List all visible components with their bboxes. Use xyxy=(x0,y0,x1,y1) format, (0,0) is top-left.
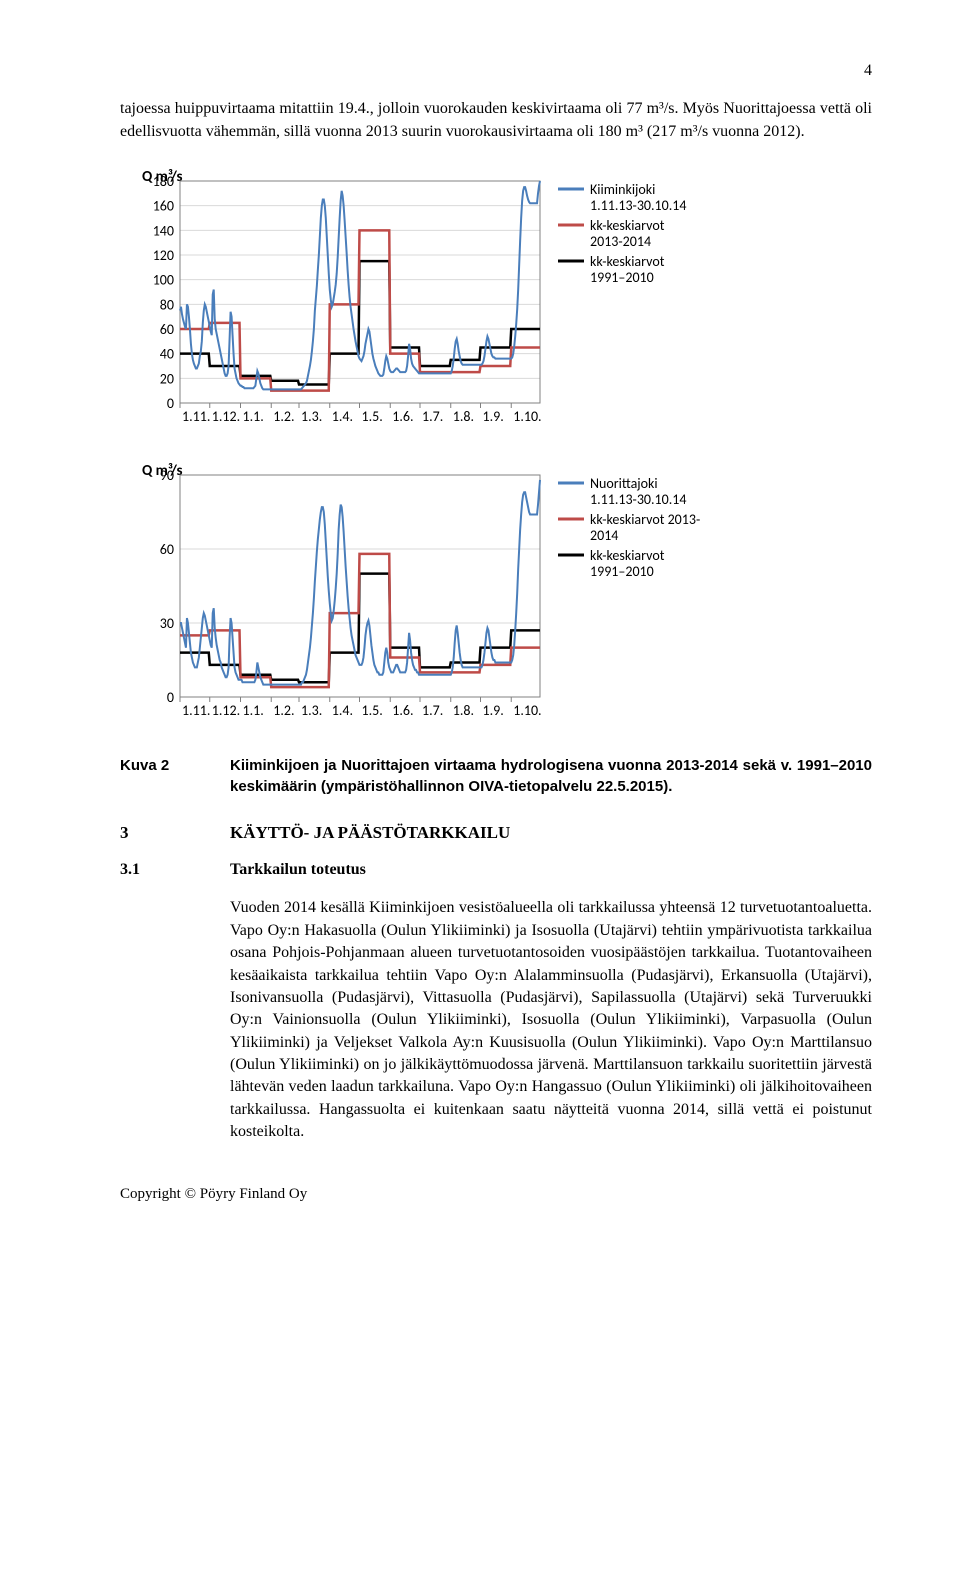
chart-kiiminkijoki: 020406080100120140160180Q m³/s1.11.1.12.… xyxy=(120,167,872,437)
svg-text:1.11.: 1.11. xyxy=(182,408,210,425)
svg-text:1.12.: 1.12. xyxy=(212,702,240,719)
svg-text:1.1.: 1.1. xyxy=(242,408,263,425)
svg-text:1.6.: 1.6. xyxy=(392,702,413,719)
svg-text:30: 30 xyxy=(160,615,174,632)
svg-text:1.12.: 1.12. xyxy=(212,408,240,425)
svg-text:Q m³/s: Q m³/s xyxy=(142,168,182,186)
body-paragraph: Vuoden 2014 kesällä Kiiminkijoen vesistö… xyxy=(230,897,872,1143)
svg-text:1.11.: 1.11. xyxy=(182,702,210,719)
svg-text:Q m³/s: Q m³/s xyxy=(142,462,182,480)
copyright: Copyright © Pöyry Finland Oy xyxy=(120,1184,872,1205)
page-number: 4 xyxy=(120,60,872,82)
svg-text:1.8.: 1.8. xyxy=(453,408,474,425)
svg-text:1.11.13-30.10.14: 1.11.13-30.10.14 xyxy=(590,491,686,508)
svg-text:1.4.: 1.4. xyxy=(332,702,353,719)
svg-text:40: 40 xyxy=(160,346,174,363)
svg-text:1.6.: 1.6. xyxy=(392,408,413,425)
heading-3-1-number: 3.1 xyxy=(120,859,230,881)
svg-text:1.7.: 1.7. xyxy=(422,702,443,719)
svg-text:0: 0 xyxy=(167,689,174,706)
svg-text:1.7.: 1.7. xyxy=(422,408,443,425)
svg-text:kk-keskiarvot: kk-keskiarvot xyxy=(590,253,665,270)
svg-text:80: 80 xyxy=(160,297,174,314)
svg-text:20: 20 xyxy=(160,371,174,388)
figure-caption: Kiiminkijoen ja Nuorittajoen virtaama hy… xyxy=(230,755,872,797)
svg-text:100: 100 xyxy=(153,272,174,289)
svg-text:1.4.: 1.4. xyxy=(332,408,353,425)
chart-2-svg: 0306090Q m³/s1.11.1.12.1.1.1.2.1.3.1.4.1… xyxy=(120,461,740,731)
heading-3-1-text: Tarkkailun toteutus xyxy=(230,859,872,881)
svg-text:140: 140 xyxy=(153,223,174,240)
svg-text:Kiiminkijoki: Kiiminkijoki xyxy=(590,181,655,198)
intro-paragraph: tajoessa huippuvirtaama mitattiin 19.4.,… xyxy=(120,98,872,143)
svg-text:60: 60 xyxy=(160,541,174,558)
heading-3-number: 3 xyxy=(120,821,230,845)
svg-text:1.9.: 1.9. xyxy=(482,408,503,425)
svg-text:1.3.: 1.3. xyxy=(301,702,322,719)
svg-text:160: 160 xyxy=(153,198,174,215)
svg-text:1.1.: 1.1. xyxy=(242,702,263,719)
svg-text:1.10.: 1.10. xyxy=(513,408,541,425)
svg-text:120: 120 xyxy=(153,247,174,264)
svg-text:kk-keskiarvot: kk-keskiarvot xyxy=(590,547,665,564)
svg-text:1.2.: 1.2. xyxy=(273,702,294,719)
figure-label: Kuva 2 xyxy=(120,755,230,797)
chart-1-svg: 020406080100120140160180Q m³/s1.11.1.12.… xyxy=(120,167,740,437)
chart-nuorittajoki: 0306090Q m³/s1.11.1.12.1.1.1.2.1.3.1.4.1… xyxy=(120,461,872,731)
svg-text:1.3.: 1.3. xyxy=(301,408,322,425)
svg-text:1.9.: 1.9. xyxy=(482,702,503,719)
svg-text:Nuorittajoki: Nuorittajoki xyxy=(590,475,658,492)
svg-text:2014: 2014 xyxy=(590,527,618,544)
svg-text:kk-keskiarvot: kk-keskiarvot xyxy=(590,217,665,234)
svg-text:kk-keskiarvot 2013-: kk-keskiarvot 2013- xyxy=(590,511,700,528)
svg-text:1.11.13-30.10.14: 1.11.13-30.10.14 xyxy=(590,197,686,214)
svg-text:1991–2010: 1991–2010 xyxy=(590,563,654,580)
svg-text:1.5.: 1.5. xyxy=(362,408,383,425)
svg-text:1.5.: 1.5. xyxy=(362,702,383,719)
svg-text:1.10.: 1.10. xyxy=(513,702,541,719)
svg-text:1991–2010: 1991–2010 xyxy=(590,269,654,286)
svg-text:0: 0 xyxy=(167,395,174,412)
heading-3-text: KÄYTTÖ- JA PÄÄSTÖTARKKAILU xyxy=(230,821,872,845)
svg-text:60: 60 xyxy=(160,321,174,338)
svg-text:2013-2014: 2013-2014 xyxy=(590,233,651,250)
svg-text:1.8.: 1.8. xyxy=(453,702,474,719)
svg-text:1.2.: 1.2. xyxy=(273,408,294,425)
